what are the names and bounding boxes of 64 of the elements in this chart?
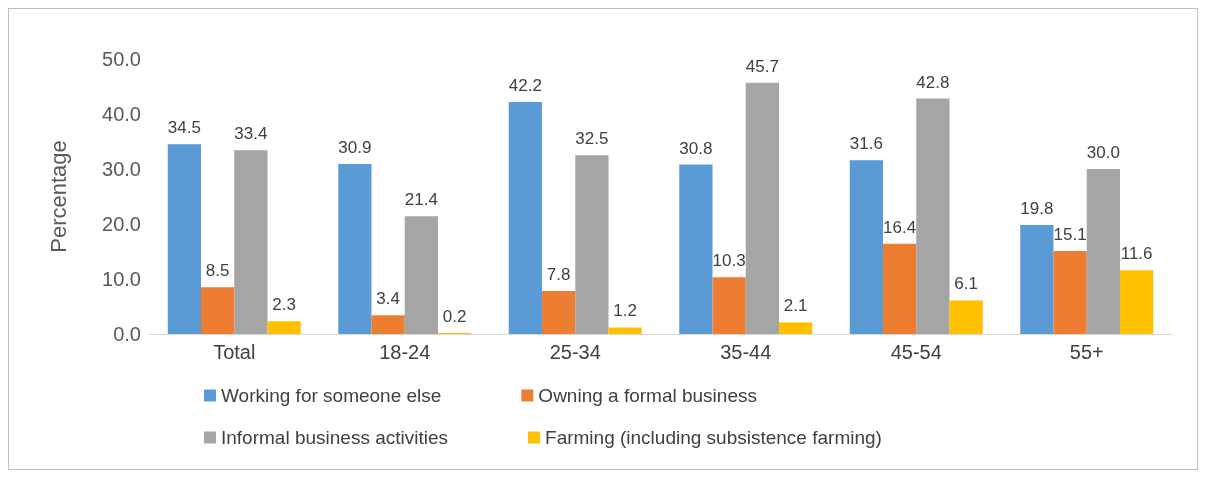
data-label: 30.9 xyxy=(338,138,372,158)
y-tick-label: 20.0 xyxy=(102,213,141,235)
bar xyxy=(745,82,779,334)
data-label: 0.2 xyxy=(442,306,467,326)
data-label: 7.8 xyxy=(546,265,571,285)
bar xyxy=(575,155,609,334)
y-tick-label: 10.0 xyxy=(102,268,141,290)
data-label: 1.2 xyxy=(613,301,637,321)
data-label: 19.8 xyxy=(1020,199,1054,219)
bar xyxy=(404,216,438,334)
data-label: 30.8 xyxy=(679,138,713,158)
x-tick-label: 18-24 xyxy=(379,341,431,363)
legend-label: Informal business activities xyxy=(221,427,449,448)
bar xyxy=(267,321,301,334)
bar xyxy=(883,243,917,334)
bar xyxy=(508,101,542,334)
data-label: 16.4 xyxy=(883,217,917,237)
bar xyxy=(949,300,983,334)
data-label: 21.4 xyxy=(404,190,438,210)
legend-label: Working for someone else xyxy=(221,385,442,406)
bar xyxy=(1053,250,1087,334)
bar xyxy=(679,164,713,334)
bar xyxy=(1086,169,1120,334)
data-label: 34.5 xyxy=(167,118,201,138)
data-label: 33.4 xyxy=(234,124,268,144)
bar xyxy=(167,144,201,334)
bar xyxy=(371,315,405,334)
data-label: 42.8 xyxy=(916,72,950,92)
data-label: 3.4 xyxy=(376,289,400,309)
data-label: 2.3 xyxy=(272,295,296,315)
bar xyxy=(849,160,883,334)
data-label: 6.1 xyxy=(954,274,978,294)
legend-label: Owning a formal business xyxy=(538,385,757,406)
legend-label: Farming (including subsistence farming) xyxy=(545,427,882,448)
data-label: 30.0 xyxy=(1086,143,1120,162)
x-tick-label: 45-54 xyxy=(890,341,942,363)
bar xyxy=(1020,225,1054,334)
data-label: 45.7 xyxy=(745,56,779,76)
data-label: 31.6 xyxy=(849,134,883,154)
x-tick-label: Total xyxy=(213,341,256,363)
bar xyxy=(916,98,950,334)
bar xyxy=(234,150,268,334)
y-tick-label: 30.0 xyxy=(102,158,141,180)
y-tick-label: 40.0 xyxy=(102,103,141,125)
bar xyxy=(338,164,372,334)
bar xyxy=(779,322,813,334)
x-tick-label: 35-44 xyxy=(720,341,772,363)
y-tick-label: 50.0 xyxy=(102,48,141,70)
data-label: 8.5 xyxy=(205,261,230,281)
x-tick-label: 25-34 xyxy=(549,341,601,363)
data-label: 10.3 xyxy=(712,251,746,271)
bar xyxy=(1120,270,1154,334)
bar xyxy=(608,327,642,334)
data-label: 42.2 xyxy=(508,75,542,95)
bar xyxy=(712,277,746,334)
data-label: 2.1 xyxy=(783,296,808,316)
data-label: 15.1 xyxy=(1053,224,1087,244)
bar xyxy=(542,291,576,334)
x-tick-label: 55+ xyxy=(1069,341,1104,363)
data-label: 11.6 xyxy=(1120,244,1153,264)
bar xyxy=(201,287,235,334)
data-label: 32.5 xyxy=(575,129,609,149)
y-tick-label: 0.0 xyxy=(113,323,141,345)
y-axis-title: Percentage xyxy=(45,140,71,253)
